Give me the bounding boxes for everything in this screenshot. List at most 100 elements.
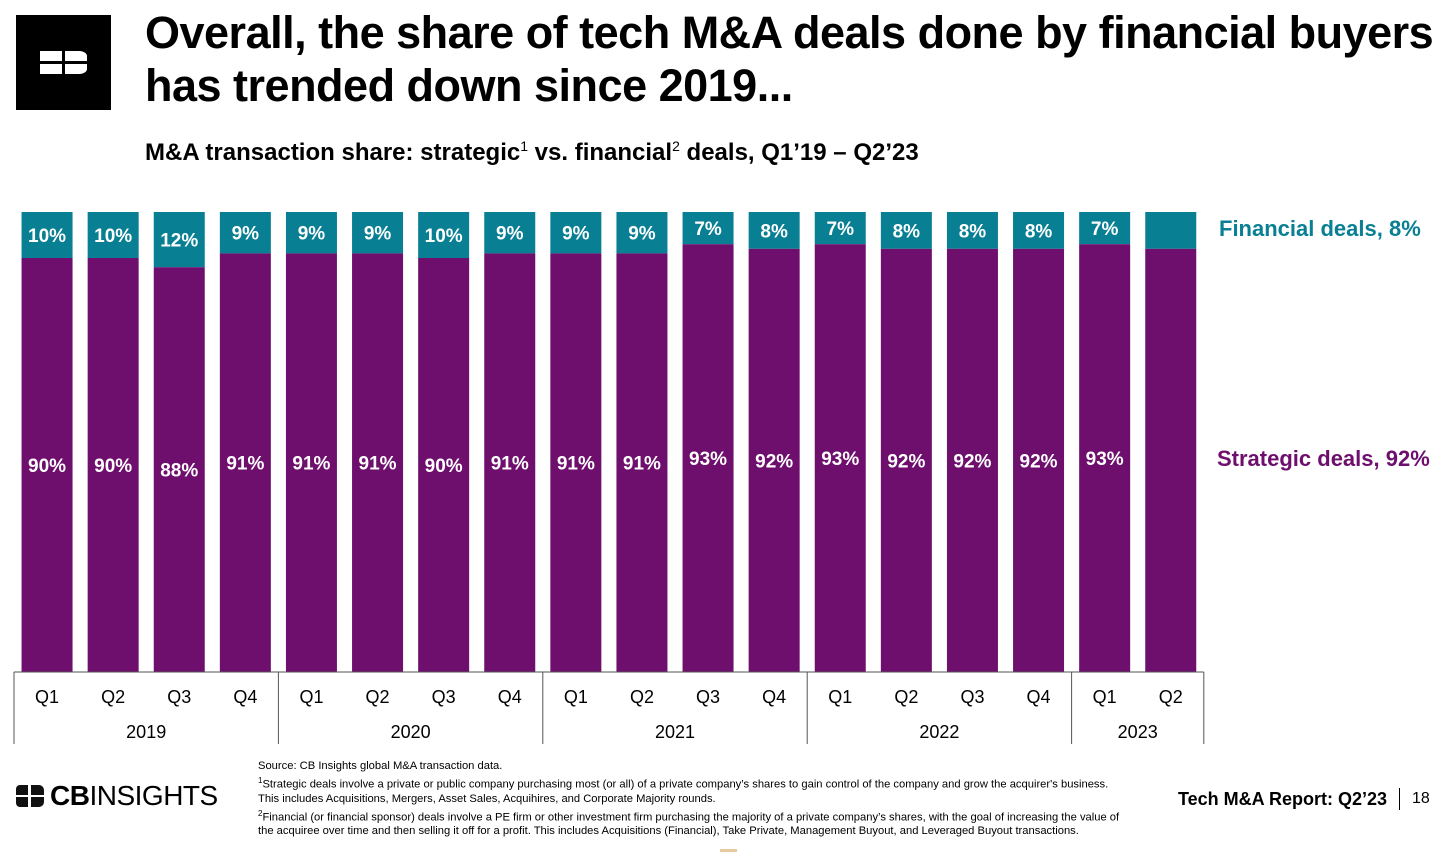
strategic-bar <box>1013 248 1065 673</box>
x-tick-label: Q2 <box>366 687 390 707</box>
strategic-bar <box>748 248 800 673</box>
chart-subtitle: M&A transaction share: strategic1 vs. fi… <box>145 131 919 168</box>
footnote-2-text: Financial (or financial sponsor) deals i… <box>258 811 1120 838</box>
stacked-bar-chart: 10% 90% Q1 10% 90% Q2 12% 88% Q3 9% 91% Q4 9% 91% Q1 9%… <box>13 212 1205 744</box>
subtitle-part-3: deals, Q1’19 – Q2’23 <box>679 139 919 166</box>
brand-wordmark: CBINSIGHTS <box>50 781 218 811</box>
x-tick-label: Q4 <box>233 687 257 707</box>
source-note: Source: CB Insights global M&A transacti… <box>258 760 503 772</box>
footnote-1: 1Strategic deals involve a private or pu… <box>258 774 1128 806</box>
financial-data-label: 7% <box>827 219 855 240</box>
financial-bar <box>880 212 932 249</box>
financial-bar <box>153 212 205 268</box>
financial-series-label: Financial deals, 8% <box>1219 216 1421 241</box>
x-tick-label: Q1 <box>564 687 588 707</box>
strategic-data-label: 91% <box>491 454 529 475</box>
x-tick-label: Q2 <box>1159 687 1183 707</box>
financial-data-label: 8% <box>893 221 921 242</box>
x-tick-label: Q1 <box>299 687 323 707</box>
financial-data-label: 8% <box>959 221 987 242</box>
strategic-data-label: 91% <box>359 454 397 475</box>
strategic-bar <box>87 258 139 672</box>
financial-data-label: 10% <box>94 226 132 247</box>
footnote-1-marker: 1 <box>258 776 263 785</box>
subtitle-part-1: M&A transaction share: strategic <box>145 139 521 166</box>
strategic-bar <box>352 253 404 672</box>
financial-data-label: 9% <box>496 224 524 245</box>
strategic-data-label: 88% <box>160 461 198 482</box>
x-tick-label: Q2 <box>894 687 918 707</box>
financial-bar <box>748 212 800 249</box>
financial-bar <box>484 212 536 254</box>
strategic-bar <box>880 248 932 673</box>
strategic-data-label: 92% <box>953 451 991 472</box>
subtitle-part-2: vs. financial <box>528 139 673 166</box>
financial-bar <box>1145 212 1197 249</box>
strategic-data-label: 90% <box>94 456 132 477</box>
strategic-bar <box>550 253 602 672</box>
financial-data-label: 12% <box>160 231 198 252</box>
x-tick-label: Q1 <box>1093 687 1117 707</box>
financial-bar <box>87 212 139 258</box>
strategic-data-label: 91% <box>226 454 264 475</box>
financial-data-label: 10% <box>425 226 463 247</box>
x-tick-label: Q1 <box>828 687 852 707</box>
financial-data-label: 8% <box>760 221 788 242</box>
strategic-bar <box>484 253 536 672</box>
strategic-bar <box>219 253 271 672</box>
financial-bar <box>616 212 668 254</box>
strategic-data-label: 92% <box>887 451 925 472</box>
financial-data-label: 9% <box>628 224 656 245</box>
strategic-data-label: 93% <box>1086 449 1124 470</box>
financial-data-label: 8% <box>1025 221 1053 242</box>
strategic-data-label: 90% <box>425 456 463 477</box>
financial-bar <box>946 212 998 249</box>
strategic-data-label: 91% <box>292 454 330 475</box>
x-tick-label: Q3 <box>696 687 720 707</box>
financial-bar <box>219 212 271 254</box>
x-tick-label: Q2 <box>630 687 654 707</box>
strategic-bar <box>21 258 73 672</box>
x-tick-label: Q3 <box>960 687 984 707</box>
strategic-data-label: 91% <box>623 454 661 475</box>
financial-data-label: 9% <box>364 224 392 245</box>
cb-mark-icon <box>16 785 44 807</box>
year-group-label: 2019 <box>126 722 166 742</box>
footer-divider <box>1399 788 1401 810</box>
footnote-2-marker: 2 <box>258 808 263 818</box>
financial-data-label: 7% <box>1091 219 1119 240</box>
brand-logo: CBINSIGHTS <box>14 781 218 811</box>
financial-bar <box>550 212 602 254</box>
financial-bar <box>418 212 470 258</box>
strategic-series-label: Strategic deals, 92% <box>1217 446 1430 471</box>
financial-data-label: 7% <box>694 219 722 240</box>
strategic-bar <box>946 248 998 673</box>
brand-wordmark-bold: CB <box>50 780 90 811</box>
strategic-data-label: 92% <box>1020 451 1058 472</box>
year-group-label: 2022 <box>919 722 959 742</box>
page-number: 18 <box>1412 790 1430 807</box>
footnote-1-text: Strategic deals involve a private or pub… <box>258 778 1109 805</box>
financial-bar <box>814 212 866 245</box>
subtitle-footnote-1: 1 <box>520 138 529 154</box>
financial-bar <box>285 212 337 254</box>
report-title: Tech M&A Report: Q2’23 <box>1178 788 1388 809</box>
decorative-mark <box>720 849 737 852</box>
financial-data-label: 9% <box>562 224 590 245</box>
x-tick-label: Q4 <box>498 687 522 707</box>
strategic-bar <box>682 244 734 672</box>
x-tick-label: Q3 <box>167 687 191 707</box>
cb-insights-logo-icon <box>16 15 111 110</box>
x-tick-label: Q1 <box>35 687 59 707</box>
subtitle-footnote-2: 2 <box>672 138 680 154</box>
strategic-data-label: 93% <box>821 449 859 470</box>
strategic-data-label: 92% <box>755 451 793 472</box>
x-tick-label: Q3 <box>432 687 456 707</box>
strategic-bar <box>616 253 668 672</box>
strategic-data-label: 91% <box>557 454 595 475</box>
strategic-bar <box>1079 244 1131 672</box>
financial-bar <box>1013 212 1065 249</box>
x-tick-label: Q2 <box>101 687 125 707</box>
strategic-data-label: 90% <box>28 456 66 477</box>
strategic-bar <box>285 253 337 672</box>
